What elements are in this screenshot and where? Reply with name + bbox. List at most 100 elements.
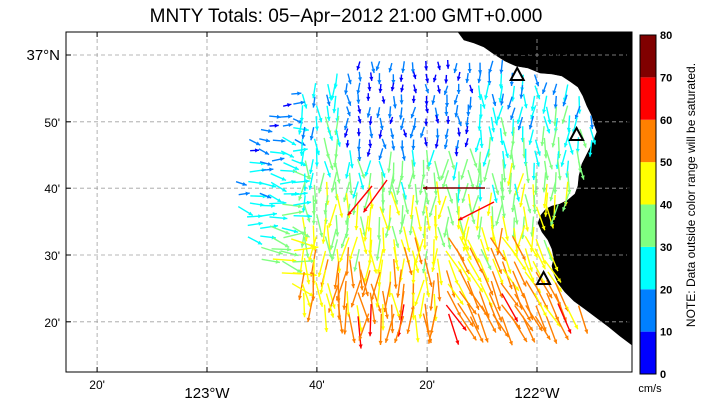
current-vector <box>511 316 528 343</box>
current-vector <box>488 293 503 322</box>
current-vector-head <box>514 249 519 254</box>
current-vector <box>378 259 384 287</box>
current-vector-head <box>489 290 494 296</box>
current-vector-head <box>472 335 477 341</box>
current-vector-head <box>378 155 383 160</box>
current-vector-head <box>255 141 261 146</box>
current-vector-head <box>330 95 335 100</box>
lat-tick-label: 20' <box>44 316 60 330</box>
current-vector <box>447 313 460 345</box>
current-vector-head <box>481 104 486 109</box>
current-vector <box>415 206 422 232</box>
current-vector-head <box>368 121 373 126</box>
current-vector <box>502 268 520 292</box>
current-vector-head <box>465 245 470 251</box>
current-vector-head <box>485 246 490 252</box>
current-vector-head <box>401 68 406 73</box>
current-vector-head <box>444 134 449 139</box>
current-vector-head <box>384 233 389 238</box>
current-vector-head <box>346 312 351 317</box>
current-vector-head <box>495 190 500 195</box>
current-vector-head <box>501 213 506 218</box>
current-vector-head <box>364 291 369 297</box>
current-vector-head <box>369 76 374 81</box>
current-vector-head <box>446 119 451 124</box>
current-vector-head <box>444 111 449 117</box>
current-vector <box>447 283 464 306</box>
current-vector <box>466 258 482 283</box>
current-vector <box>480 268 494 296</box>
current-vector-head <box>409 133 414 139</box>
current-vector-head <box>452 176 457 181</box>
current-vector-head <box>339 329 344 334</box>
current-vector-head <box>354 225 359 231</box>
current-vector <box>348 313 356 344</box>
current-vector-head <box>523 337 527 343</box>
current-vector <box>393 246 399 272</box>
current-vector <box>393 259 397 289</box>
current-vector <box>298 271 305 300</box>
current-vector-head <box>444 103 450 108</box>
current-vector-head <box>339 213 344 218</box>
current-vector <box>455 248 470 275</box>
current-vector-head <box>375 303 380 308</box>
current-vector-head <box>287 103 292 108</box>
current-vector-head <box>435 135 440 140</box>
current-vector-head <box>285 230 290 235</box>
current-vector-head <box>456 225 461 230</box>
current-vector-head <box>451 165 456 170</box>
lon-tick-label: 20' <box>419 378 435 392</box>
current-vector-head <box>257 240 263 245</box>
current-vector-head <box>258 221 263 226</box>
current-vector-head <box>492 328 496 333</box>
current-vector <box>414 279 425 307</box>
current-vector <box>403 246 413 276</box>
current-vector-head <box>326 116 331 121</box>
current-vector <box>414 314 419 343</box>
current-vector-head <box>449 198 454 204</box>
current-vector-head <box>514 286 519 291</box>
current-vector <box>501 293 519 322</box>
current-vector-head <box>418 259 423 265</box>
current-vector <box>424 258 433 287</box>
current-vector-head <box>461 198 466 203</box>
current-vector-head <box>484 338 489 343</box>
current-vector-head <box>542 109 547 114</box>
current-vector-head <box>509 81 514 87</box>
current-vector-head <box>356 132 361 137</box>
current-vector-head <box>410 113 415 119</box>
current-vector-head <box>436 65 441 71</box>
current-vector-head <box>313 199 318 204</box>
current-vector-head <box>324 327 329 333</box>
current-vector-head <box>306 217 311 223</box>
current-vector <box>367 206 372 232</box>
current-vector <box>544 260 562 283</box>
current-vector-head <box>507 104 512 110</box>
current-vector <box>534 315 551 341</box>
current-vector <box>369 249 378 274</box>
current-vector <box>492 313 510 338</box>
current-vector-head <box>363 207 368 213</box>
current-vector-head <box>344 90 349 95</box>
current-vector-head <box>388 67 393 73</box>
current-vector-head <box>543 154 548 159</box>
current-vector-head <box>557 287 562 292</box>
colorbar-segment <box>640 77 656 120</box>
current-vector-head <box>406 329 411 334</box>
current-vector-head <box>431 267 436 272</box>
current-vector-head <box>418 314 423 319</box>
current-vector-head <box>358 336 363 341</box>
current-vector <box>308 236 317 262</box>
current-vector-head <box>317 272 322 277</box>
current-vector-head <box>396 190 401 195</box>
current-vector-head <box>427 162 432 167</box>
current-vector-head <box>306 279 311 285</box>
current-vector-head <box>279 157 285 162</box>
current-vector-head <box>483 177 488 182</box>
current-vector-head <box>443 90 448 95</box>
current-vector <box>376 282 381 308</box>
current-vector <box>411 226 421 252</box>
current-vector-head <box>373 269 378 274</box>
current-vector-head <box>392 104 397 109</box>
current-vector-head <box>348 255 353 261</box>
